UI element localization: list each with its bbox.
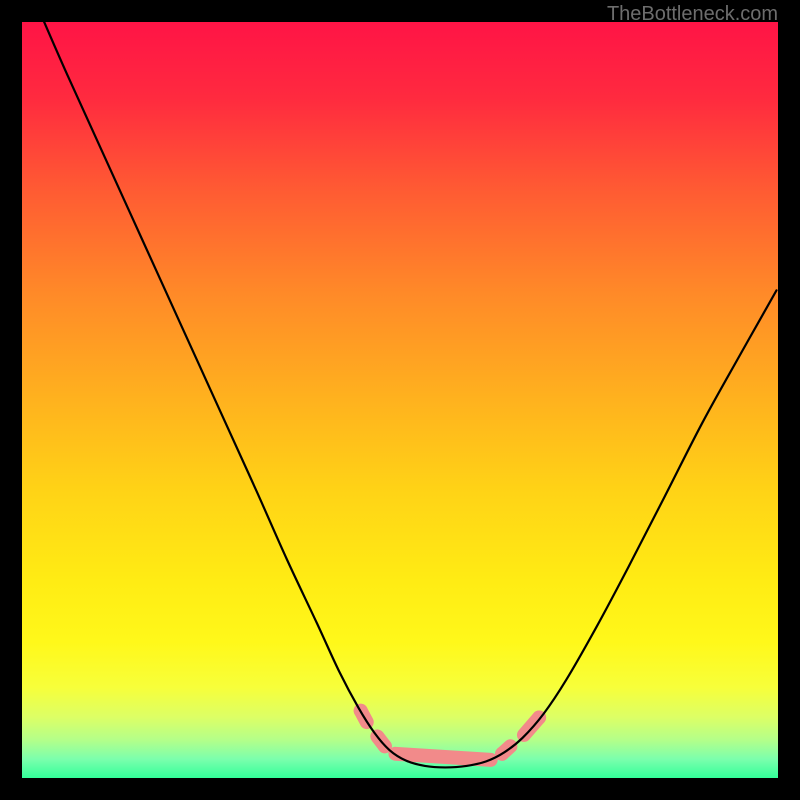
- watermark-text: TheBottleneck.com: [607, 3, 778, 25]
- highlight-pill: [395, 754, 490, 760]
- bottleneck-chart: TheBottleneck.com: [0, 0, 800, 800]
- chart-background: [22, 22, 778, 778]
- bottleneck-svg: TheBottleneck.com: [0, 0, 800, 800]
- chart-stage: TheBottleneck.com: [0, 0, 800, 800]
